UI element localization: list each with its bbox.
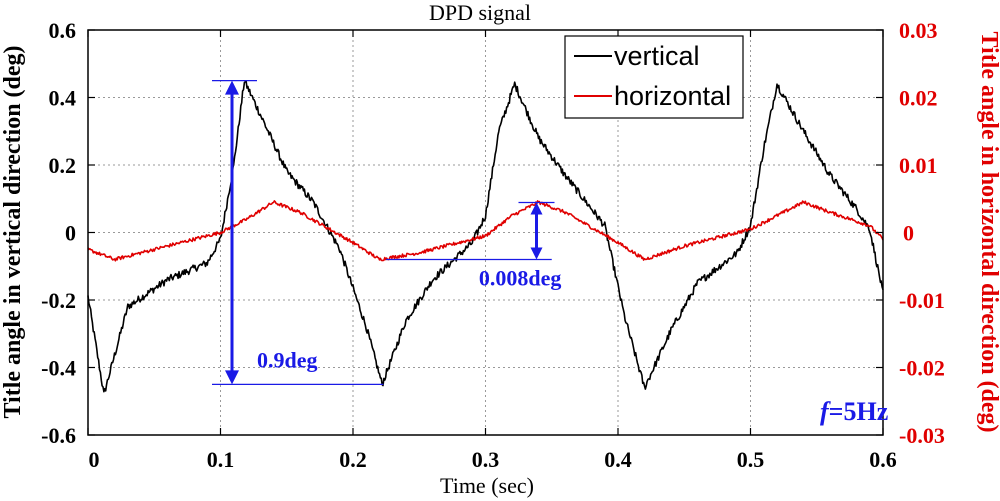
- x-tick-label: 0.2: [339, 447, 367, 472]
- x-tick-label: 0.3: [472, 447, 500, 472]
- grid: [88, 30, 883, 435]
- y-left-tick-label: -0.6: [41, 423, 76, 448]
- y-left-tick-label: -0.4: [41, 356, 76, 381]
- series-layer: [87, 80, 884, 393]
- y-right-tick-label: -0.03: [899, 423, 945, 448]
- x-axis-label: Time (sec): [440, 473, 534, 498]
- y-right-tick-label: 0.01: [899, 153, 938, 178]
- y-right-tick-label: 0.02: [899, 86, 938, 111]
- annotation-arrow-head-up: [225, 80, 239, 95]
- x-tick-label: 0: [89, 447, 100, 472]
- y-left-tick-label: 0: [65, 221, 76, 246]
- annotation2-arrow-head-up: [530, 202, 543, 215]
- x-tick-label: 0.1: [207, 447, 235, 472]
- legend-label-horizontal: horizontal: [614, 81, 731, 111]
- x-tick-label: 0.4: [604, 447, 632, 472]
- y-axis-left-label: Title angle in vertical direction (deg): [0, 45, 26, 418]
- annotation-layer: 0.9deg 0.008deg: [212, 79, 562, 386]
- y-left-tick-label: 0.6: [49, 18, 77, 43]
- frequency-symbol: f: [820, 397, 831, 426]
- annotation-label-horizontal: 0.008deg: [479, 266, 562, 291]
- y-right-tick-label: -0.02: [899, 356, 945, 381]
- y-axis-right-label: Title angle in horizontal direction (deg…: [976, 31, 1000, 432]
- y-left-tick-label: -0.2: [41, 288, 76, 313]
- frequency-label: f=5Hz: [820, 397, 888, 426]
- annotation2-arrow-head-down: [530, 247, 543, 260]
- x-tick-label: 0.5: [737, 447, 765, 472]
- annotation-label-vertical: 0.9deg: [257, 347, 318, 372]
- chart-title: DPD signal: [429, 0, 531, 25]
- legend-box: [564, 35, 744, 119]
- annotation-arrow-head-down: [225, 370, 239, 385]
- x-tick-label: 0.6: [869, 447, 897, 472]
- frequency-value: =5Hz: [829, 397, 889, 426]
- y-right-tick-label: -0.01: [899, 288, 945, 313]
- y-right-tick-label: 0: [903, 221, 914, 246]
- tick-layer: 0 0.1 0.2 0.3 0.4 0.5 0.6 0.6 0.4 0.2 0 -0.2 -0.4 -0.…: [41, 18, 945, 472]
- series-line-horizontal: [87, 200, 884, 262]
- legend-label-vertical: vertical: [614, 41, 700, 71]
- y-left-tick-label: 0.4: [49, 86, 77, 111]
- y-right-tick-label: 0.03: [899, 18, 938, 43]
- y-left-tick-label: 0.2: [49, 153, 77, 178]
- series-line-vertical: [87, 80, 884, 393]
- legend: vertical horizontal: [564, 35, 744, 119]
